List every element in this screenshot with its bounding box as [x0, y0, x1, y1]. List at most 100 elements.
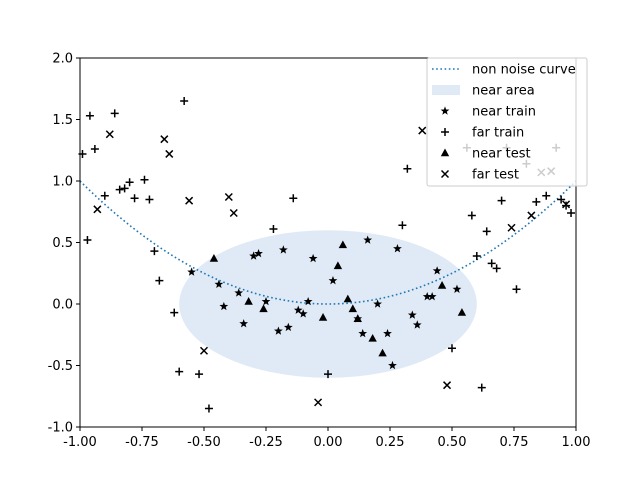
- near-test-point: [338, 240, 348, 249]
- near-test-point: [343, 294, 353, 303]
- far-train-point: [85, 111, 94, 120]
- legend-handle-triangle: [440, 148, 450, 157]
- far-train-point: [398, 221, 407, 230]
- far-train-point: [125, 178, 134, 187]
- far-test-point: [314, 398, 323, 407]
- near-test-point: [378, 348, 387, 357]
- far-train-point: [448, 344, 456, 353]
- y-tick-label: 1.0: [52, 175, 73, 190]
- far-train-point: [90, 145, 99, 154]
- y-tick-label: 1.5: [52, 113, 73, 128]
- far-test-point: [443, 381, 452, 390]
- far-train-point: [83, 236, 92, 245]
- near-train-point: [293, 305, 303, 314]
- series-far-train: [78, 97, 576, 413]
- near-train-point: [274, 326, 283, 335]
- far-train-point: [130, 194, 139, 203]
- far-train-point: [557, 195, 566, 204]
- legend-label: far train: [472, 126, 524, 141]
- y-tick-label: 2.0: [52, 52, 73, 67]
- x-tick-label: -0.50: [187, 435, 221, 450]
- far-train-point: [482, 227, 491, 236]
- far-train-point: [324, 370, 332, 379]
- legend-handle-area: [432, 85, 460, 95]
- x-tick-label: -0.25: [249, 435, 283, 450]
- far-train-point: [115, 185, 124, 194]
- far-train-point: [403, 164, 412, 173]
- far-test-point: [229, 208, 238, 218]
- legend-box: [426, 57, 588, 187]
- near-train-point: [427, 292, 437, 301]
- near-train-point: [261, 296, 271, 306]
- far-train-point: [145, 195, 154, 204]
- far-train-point: [542, 191, 551, 200]
- legend-label: near area: [472, 84, 535, 99]
- far-train-point: [175, 367, 184, 376]
- near-train-point: [422, 292, 432, 301]
- y-tick-label: -0.5: [48, 359, 73, 374]
- x-axis: -1.00 -0.75 -0.50 -0.25 0.00 0.25 0.50 0.75 1.00: [63, 427, 590, 450]
- far-train-point: [110, 109, 119, 118]
- near-test-point: [437, 281, 447, 289]
- far-test-point: [507, 223, 516, 232]
- near-train-point: [358, 328, 368, 338]
- legend-label: near test: [472, 147, 531, 162]
- near-train-point: [328, 276, 338, 285]
- y-tick-label: 0.0: [52, 298, 73, 313]
- near-train-point: [234, 288, 244, 297]
- near-train-point: [407, 310, 417, 319]
- far-test-point: [199, 346, 209, 355]
- near-train-point: [278, 245, 288, 254]
- far-train-point: [567, 208, 576, 217]
- near-train-point: [432, 266, 442, 275]
- near-train-point: [283, 322, 293, 332]
- x-tick-label: -0.75: [125, 435, 159, 450]
- far-test-point: [527, 211, 536, 220]
- far-test-point: [165, 149, 174, 158]
- near-train-point: [187, 267, 196, 276]
- far-train-point: [497, 196, 506, 205]
- far-train-point: [487, 259, 496, 268]
- far-test-point: [160, 135, 169, 144]
- near-train-point: [412, 320, 422, 329]
- far-train-point: [180, 97, 189, 106]
- near-test-point: [348, 304, 357, 313]
- near-area-ellipse: [179, 230, 477, 378]
- near-test-point: [259, 304, 268, 313]
- series-near-test: [209, 240, 467, 357]
- far-train-point: [150, 247, 159, 256]
- far-train-point: [289, 194, 298, 203]
- x-tick-label: 0.50: [438, 435, 467, 450]
- near-train-point: [308, 253, 318, 263]
- near-test-point: [244, 297, 253, 305]
- near-train-point: [214, 279, 224, 289]
- near-test-point: [368, 333, 377, 342]
- near-train-point: [373, 299, 382, 308]
- near-train-point: [388, 360, 397, 370]
- far-train-point: [120, 184, 129, 193]
- y-axis: -1.0 -0.5 0.0 0.5 1.0 1.5 2.0: [48, 52, 80, 436]
- legend-label: non noise curve: [472, 63, 576, 78]
- far-train-point: [492, 264, 501, 273]
- far-train-point: [477, 383, 486, 392]
- x-tick-label: -1.00: [63, 435, 97, 450]
- far-train-point: [140, 175, 149, 184]
- far-test-point: [418, 126, 427, 135]
- near-test-point: [353, 314, 362, 322]
- far-train-point: [195, 370, 204, 379]
- x-tick-label: 0.25: [376, 435, 405, 450]
- far-test-point: [105, 130, 114, 139]
- far-train-point: [472, 252, 481, 261]
- near-test-point: [457, 308, 467, 316]
- legend-label: far test: [472, 168, 519, 183]
- near-test-point: [318, 313, 328, 321]
- far-train-point: [155, 276, 164, 285]
- legend-handle-star: [440, 106, 450, 115]
- far-train-point: [100, 191, 109, 200]
- near-train-point: [254, 248, 263, 258]
- far-test-point: [185, 196, 194, 205]
- near-train-point: [452, 284, 462, 293]
- near-train-point: [363, 235, 373, 244]
- x-tick-label: 0.00: [314, 435, 343, 450]
- y-tick-label: -1.0: [48, 421, 73, 436]
